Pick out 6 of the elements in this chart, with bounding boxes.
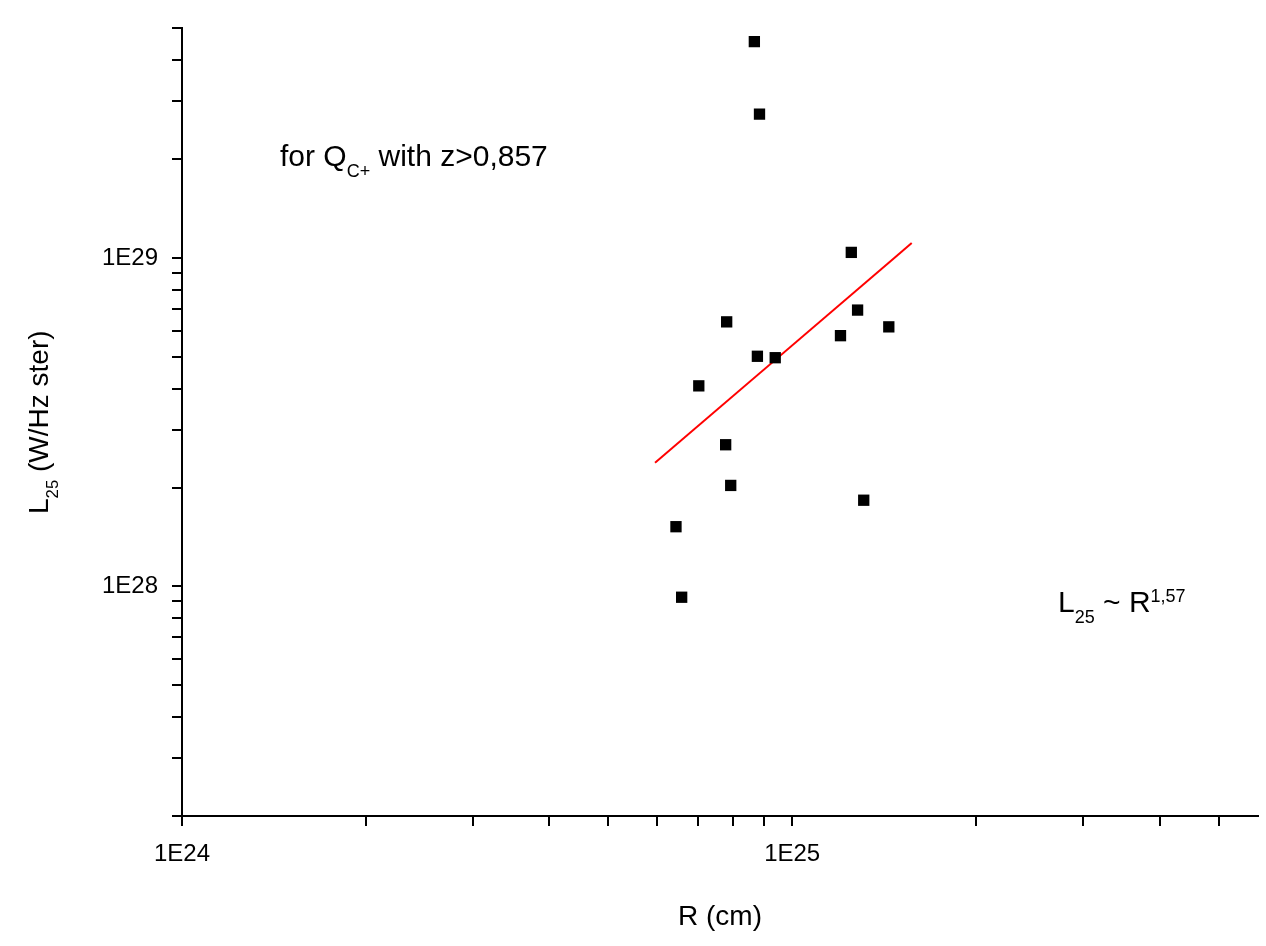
y-axis-title: L25 (W/Hz ster) [23,330,62,514]
y-tick-label: 1E28 [101,571,158,599]
x-tick-label: 1E25 [764,839,821,867]
y-tick-label: 1E29 [101,242,158,270]
x-axis-title: R (cm) [678,900,762,931]
x-tick-label: 1E24 [153,839,211,867]
